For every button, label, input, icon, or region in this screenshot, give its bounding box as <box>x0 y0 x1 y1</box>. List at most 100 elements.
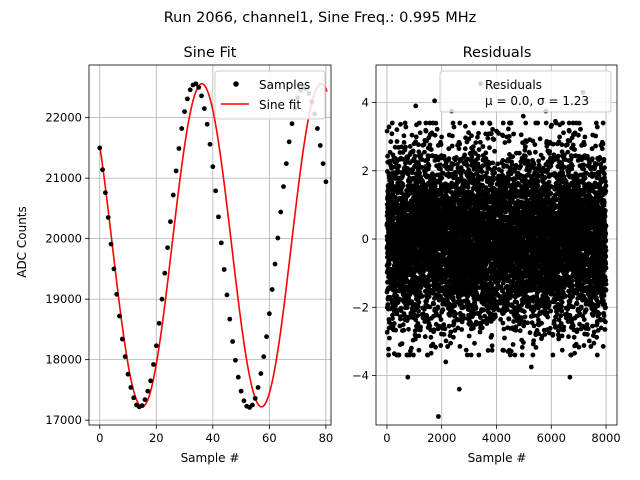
residual-point <box>506 316 512 322</box>
residual-point <box>421 306 427 312</box>
sine-fit-xtick-label: 80 <box>319 431 334 445</box>
residual-point <box>432 132 438 138</box>
sine-fit-legend: Samples Sine fit <box>214 70 326 120</box>
residual-point <box>385 153 390 159</box>
residual-point <box>510 154 516 160</box>
sine-fit-panel: Sine Fit 0 20 40 60 801700018000190002000021… <box>15 45 333 465</box>
residual-point <box>493 314 498 320</box>
sample-point <box>224 292 230 298</box>
residual-point <box>438 190 444 195</box>
residual-point <box>406 326 411 332</box>
sample-point <box>261 354 267 360</box>
residual-point <box>453 311 459 317</box>
residual-point <box>405 156 411 161</box>
sample-point <box>255 385 261 390</box>
residual-point <box>473 140 479 146</box>
sample-point <box>156 320 162 326</box>
sample-point <box>201 106 207 111</box>
residual-point <box>401 133 407 139</box>
residual-point <box>417 170 422 176</box>
residual-point <box>428 334 434 340</box>
sine-fit-xtick-label: 40 <box>206 431 221 445</box>
residual-point <box>389 120 395 126</box>
residual-point <box>416 308 421 314</box>
sample-point <box>317 143 323 148</box>
residual-point <box>481 307 487 313</box>
residual-point <box>476 130 481 136</box>
sample-point <box>193 81 199 87</box>
sample-point <box>281 184 286 190</box>
residual-point <box>439 134 444 140</box>
residual-point <box>492 165 498 171</box>
sample-point <box>241 398 247 404</box>
residual-point <box>425 180 431 186</box>
residual-point <box>452 303 458 309</box>
sine-fit-ytick-label: 21000 <box>45 171 82 185</box>
sample-point <box>272 261 278 267</box>
residual-point <box>419 293 425 299</box>
sample-point <box>168 219 173 225</box>
sample-point <box>233 357 238 363</box>
sample-point <box>283 161 289 167</box>
residual-point <box>443 338 449 344</box>
residual-point <box>431 327 437 333</box>
legend-fit-label: Sine fit <box>259 98 301 112</box>
residual-point <box>387 158 393 164</box>
sine-fit-curve-layer <box>98 82 328 408</box>
sine-fit-xtick-label: 20 <box>149 431 164 445</box>
residual-point <box>509 162 515 167</box>
residual-point <box>390 152 396 158</box>
residual-point <box>500 158 506 163</box>
sample-point <box>173 168 179 174</box>
residual-point <box>413 134 419 140</box>
residual-point <box>466 333 472 339</box>
residual-point <box>473 306 479 311</box>
residual-point <box>412 328 418 334</box>
residual-point <box>406 315 412 320</box>
residual-point <box>384 128 390 134</box>
sample-point <box>128 385 134 390</box>
residual-point <box>457 141 463 147</box>
sample-point <box>315 126 320 131</box>
residual-point <box>426 278 432 284</box>
sample-point <box>165 245 170 251</box>
residual-point <box>426 163 432 169</box>
sample-point <box>125 371 131 377</box>
sine-fit-ytick-label: 22000 <box>45 111 82 125</box>
residual-point <box>407 352 412 358</box>
residual-point <box>469 133 474 139</box>
sine-fit-xlabel: Sample # <box>181 451 240 465</box>
sample-points-layer <box>97 81 329 410</box>
residual-point <box>416 142 421 148</box>
sample-point <box>320 161 326 167</box>
residual-point <box>502 335 507 341</box>
residual-point <box>386 346 391 352</box>
residual-point <box>422 149 427 155</box>
residual-point <box>410 148 416 154</box>
residual-point <box>451 124 457 130</box>
residual-point <box>502 140 508 146</box>
residual-point <box>459 327 465 332</box>
sample-point <box>210 164 216 170</box>
residual-point <box>421 142 427 148</box>
sine-fit-ylabel: ADC Counts <box>15 206 29 278</box>
residual-point <box>487 145 492 151</box>
residual-point <box>417 130 423 136</box>
residual-point <box>479 120 485 126</box>
residual-point <box>394 139 400 144</box>
sample-point <box>218 240 224 246</box>
sine-fit-xtick-label: 0 <box>96 431 103 445</box>
residual-point <box>390 316 395 321</box>
sample-point <box>148 378 154 384</box>
residual-point <box>401 313 407 318</box>
residual-point <box>488 131 494 137</box>
residual-point <box>448 329 454 335</box>
residual-point <box>396 163 402 169</box>
residual-point <box>434 126 440 132</box>
residual-point <box>428 350 434 356</box>
residual-point <box>476 153 481 159</box>
residual-point <box>401 327 407 333</box>
residual-point <box>426 294 432 299</box>
